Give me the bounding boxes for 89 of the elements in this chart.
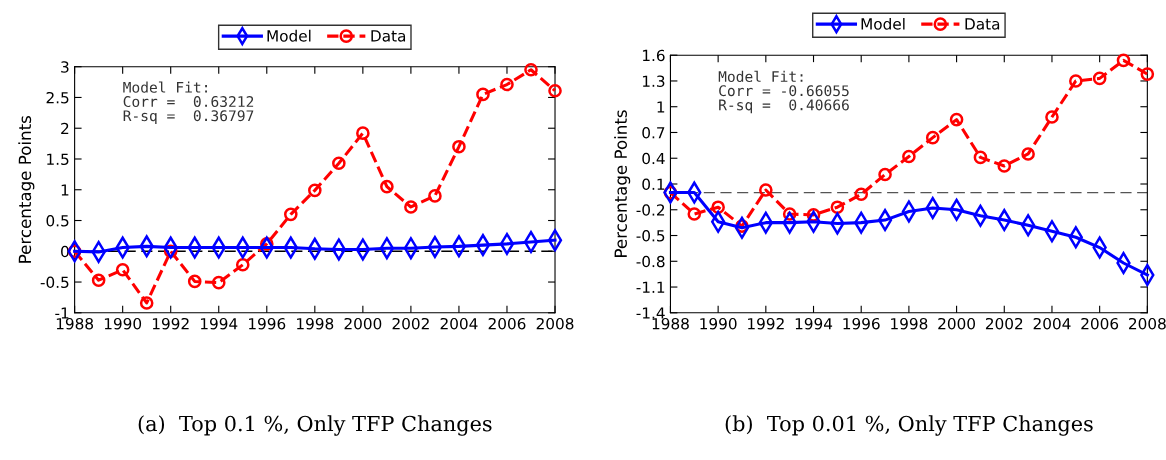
point [332, 156, 346, 171]
point [1092, 71, 1107, 86]
point [759, 183, 773, 197]
x-tick-label: 2000 [344, 317, 382, 330]
annotation: Model Fit: [123, 81, 207, 93]
y-tick-label: 1.3 [642, 75, 665, 87]
point [356, 126, 370, 140]
legend-label: Model [267, 29, 311, 42]
legend-label: Data [371, 30, 406, 42]
x-tick-label: 1988 [56, 317, 94, 330]
x-tick-label: 2004 [1033, 317, 1071, 330]
point [1021, 147, 1035, 161]
x-tick-label: 2002 [392, 317, 429, 330]
point [428, 189, 442, 203]
point [1140, 67, 1155, 81]
x-tick-label: 2008 [1129, 317, 1166, 330]
point [115, 262, 130, 277]
point [687, 207, 702, 221]
y-axis-title: Percentage Points [614, 110, 631, 257]
x-tick-label: 1994 [795, 317, 833, 330]
point [139, 296, 154, 310]
point [476, 87, 490, 102]
y-tick-label: 2 [61, 122, 69, 135]
y-tick-label: 0.1 [642, 178, 665, 191]
y-tick-label: 1.5 [47, 153, 69, 166]
point [878, 167, 892, 182]
y-tick-label: 2.5 [46, 91, 69, 104]
x-tick-label: 1994 [200, 317, 238, 330]
x-tick-label: 1990 [700, 317, 737, 330]
x-tick-label: 1990 [104, 317, 142, 330]
x-tick-label: 1996 [249, 317, 286, 330]
x-tick-label: 2000 [938, 317, 976, 330]
legend-label: Model [861, 17, 905, 30]
x-tick-label: 1988 [652, 317, 689, 330]
point [404, 200, 418, 214]
point [902, 149, 916, 164]
annotation: R-sq = 0.36797 [123, 110, 254, 125]
point [500, 77, 514, 92]
point [830, 200, 845, 214]
y-tick-label: 1 [657, 101, 665, 113]
point [949, 112, 964, 127]
y-tick-label: -0.5 [40, 276, 69, 289]
point [548, 83, 562, 98]
annotation: Model Fit: [718, 70, 803, 83]
x-tick-label: 2008 [536, 317, 574, 330]
text: (a) Top 0.1 %, Only TFP Changes [138, 415, 492, 436]
x-tick-label: 2006 [488, 317, 526, 330]
y-tick-label: 0.4 [642, 152, 665, 165]
point [1069, 74, 1083, 88]
y-axis-title: Percentage Points [18, 116, 35, 263]
annotation: Corr = -0.66055 [719, 85, 849, 97]
y-tick-label: -1.4 [636, 307, 665, 319]
x-tick-label: 2006 [1081, 317, 1119, 330]
point [380, 179, 394, 194]
x-tick-label: 2004 [440, 317, 478, 330]
y-tick-label: -1.1 [636, 281, 665, 293]
annotation: Corr = 0.63212 [123, 96, 254, 108]
x-tick-label: 2002 [985, 317, 1023, 330]
point [187, 274, 202, 289]
text: (b) Top 0.01 %, Only TFP Changes [725, 415, 1093, 436]
point [925, 130, 940, 145]
point [308, 183, 322, 198]
x-tick-label: 1996 [843, 317, 880, 330]
y-tick-label: 3 [61, 61, 69, 73]
y-tick-label: -0.2 [636, 204, 665, 216]
point [235, 258, 250, 272]
x-tick-label: 1998 [891, 317, 928, 330]
point [211, 275, 226, 290]
x-tick-label: 1998 [297, 317, 334, 330]
legend-label: Data [965, 18, 1000, 30]
y-tick-label: 1.6 [642, 49, 665, 62]
x-tick-label: 1992 [748, 317, 784, 330]
y-tick-label: -0.8 [636, 255, 665, 268]
y-tick-label: 0.7 [642, 126, 665, 139]
point [997, 159, 1012, 173]
y-tick-label: 0.5 [46, 214, 69, 227]
annotation: R-sq = 0.40666 [719, 99, 849, 114]
point [283, 207, 298, 222]
point [524, 62, 538, 77]
point [854, 187, 869, 202]
point [1116, 53, 1131, 68]
y-tick-label: 1 [61, 184, 69, 196]
point [452, 139, 466, 154]
x-tick-label: 1992 [152, 317, 189, 330]
point [91, 273, 106, 287]
y-tick-label: -1 [55, 307, 69, 319]
y-tick-label: -0.5 [636, 229, 665, 242]
point [1045, 110, 1059, 124]
point [973, 150, 988, 165]
